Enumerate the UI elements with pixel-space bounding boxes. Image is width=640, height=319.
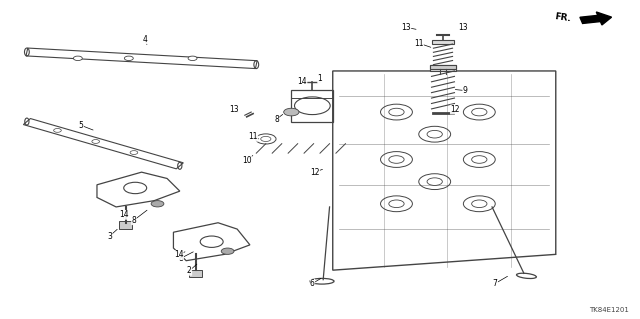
Text: 8: 8 xyxy=(179,254,184,263)
Text: 1: 1 xyxy=(317,74,323,83)
Bar xyxy=(23,119,183,169)
Text: 8: 8 xyxy=(132,216,136,225)
Text: 12: 12 xyxy=(310,168,319,177)
Bar xyxy=(431,40,454,44)
Circle shape xyxy=(284,108,299,116)
Text: 8: 8 xyxy=(275,115,279,123)
Text: 13: 13 xyxy=(229,105,239,114)
Text: 14: 14 xyxy=(298,77,307,85)
Text: 12: 12 xyxy=(451,105,460,114)
Text: 6: 6 xyxy=(310,279,315,288)
Text: 11: 11 xyxy=(248,132,258,141)
Text: 13: 13 xyxy=(401,23,411,32)
Circle shape xyxy=(92,140,100,143)
Circle shape xyxy=(54,129,61,132)
Text: 14: 14 xyxy=(173,250,183,259)
Bar xyxy=(430,65,456,71)
Text: 5: 5 xyxy=(79,121,83,130)
Text: FR.: FR. xyxy=(554,12,572,23)
Text: 14: 14 xyxy=(119,210,129,219)
Text: 13: 13 xyxy=(459,23,468,32)
Bar xyxy=(430,65,456,69)
Circle shape xyxy=(124,56,133,61)
Text: 4: 4 xyxy=(142,35,147,44)
Circle shape xyxy=(74,56,83,61)
Circle shape xyxy=(221,248,234,254)
Text: 7: 7 xyxy=(493,279,498,288)
Bar xyxy=(119,221,132,229)
Circle shape xyxy=(188,56,197,61)
Text: 10: 10 xyxy=(242,156,252,165)
FancyArrow shape xyxy=(580,12,612,25)
Text: TK84E1201: TK84E1201 xyxy=(589,307,629,313)
Text: 9: 9 xyxy=(463,86,468,95)
Bar xyxy=(26,48,257,69)
Text: 3: 3 xyxy=(108,232,112,241)
Circle shape xyxy=(130,151,138,154)
Bar xyxy=(189,270,202,277)
Text: 2: 2 xyxy=(187,266,192,275)
Circle shape xyxy=(151,201,164,207)
Text: 11: 11 xyxy=(414,39,424,48)
